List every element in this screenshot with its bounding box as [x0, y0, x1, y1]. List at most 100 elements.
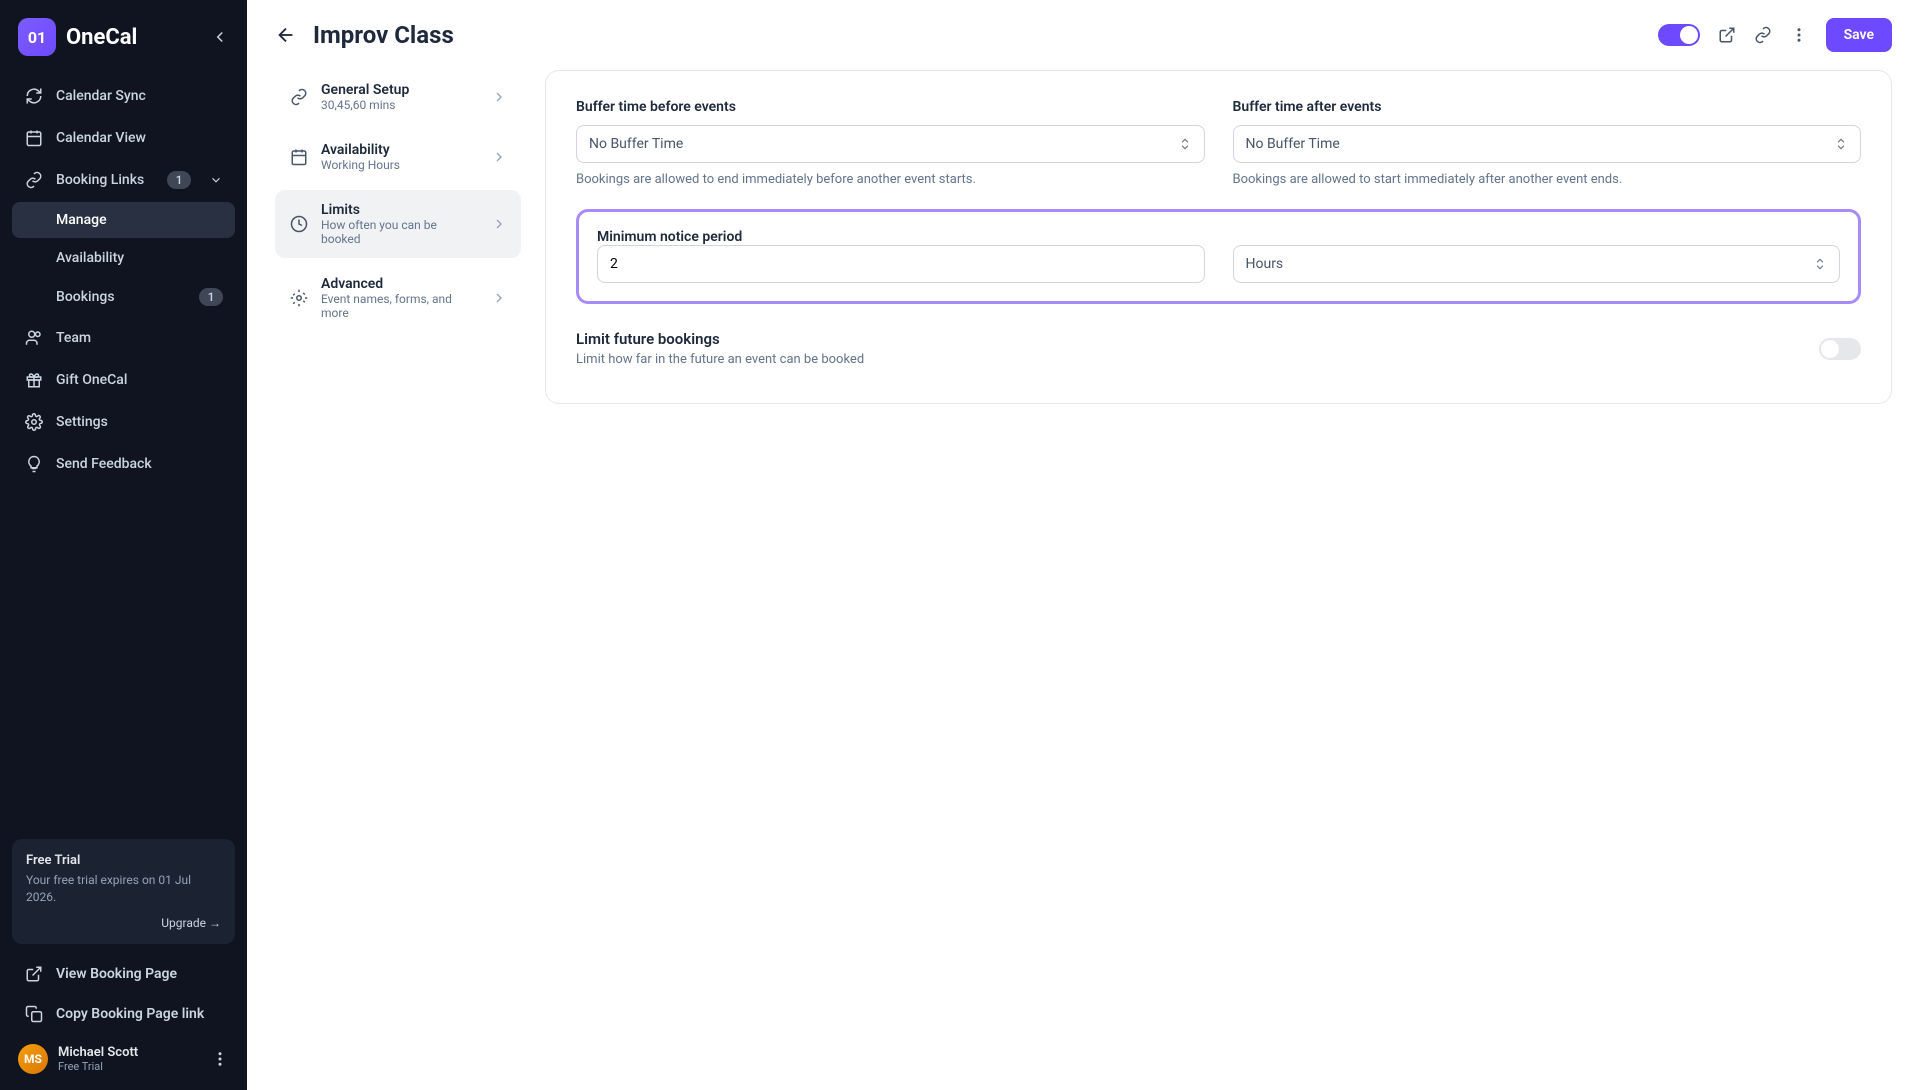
copy-link-button[interactable] [1754, 26, 1772, 44]
trial-body: Your free trial expires on 01 Jul 2026. [26, 872, 221, 906]
nav-label: Calendar Sync [56, 88, 146, 104]
tab-title: Limits [321, 202, 479, 218]
field-label: Minimum notice period [597, 229, 742, 245]
bottom-links: View Booking Page Copy Booking Page link [12, 954, 235, 1034]
sidebar-item-team[interactable]: Team [12, 318, 235, 358]
logo-badge: 01 [18, 18, 56, 56]
chevron-right-icon [491, 290, 507, 306]
content: General Setup30,45,60 mins AvailabilityW… [247, 70, 1920, 432]
nav-label: Bookings [56, 289, 115, 305]
sidebar-item-gift[interactable]: Gift OneCal [12, 360, 235, 400]
trial-title: Free Trial [26, 853, 221, 868]
select-value: No Buffer Time [1246, 136, 1340, 152]
sidebar-item-settings[interactable]: Settings [12, 402, 235, 442]
copy-icon [24, 1004, 44, 1024]
avatar[interactable]: MS [18, 1044, 48, 1074]
limit-future-row: Limit future bookings Limit how far in t… [576, 330, 1861, 367]
notice-unit-select[interactable]: Hours [1233, 245, 1841, 283]
calendar-icon [289, 147, 309, 167]
select-value: Hours [1246, 256, 1284, 272]
nav-label: Settings [56, 414, 108, 430]
limit-future-toggle[interactable] [1819, 338, 1861, 360]
main: Improv Class Save General Setup30,45,60 … [247, 0, 1920, 1090]
nav-label: Gift OneCal [56, 372, 127, 388]
nav-label: Booking Links [56, 172, 144, 188]
more-menu-button[interactable] [1790, 26, 1808, 44]
select-value: No Buffer Time [589, 136, 683, 152]
logo[interactable]: 01 OneCal [18, 18, 137, 56]
tab-subtitle: Working Hours [321, 158, 479, 172]
field-label: Buffer time after events [1233, 99, 1862, 115]
save-button[interactable]: Save [1826, 18, 1892, 52]
buffer-after-select[interactable]: No Buffer Time [1233, 125, 1862, 163]
tab-subtitle: How often you can be booked [321, 218, 479, 246]
nav-label: Manage [56, 212, 107, 228]
tab-title: Advanced [321, 276, 479, 292]
sidebar-item-booking-links[interactable]: Booking Links 1 [12, 160, 235, 200]
tab-limits[interactable]: LimitsHow often you can be booked [275, 190, 521, 258]
settings-tabs: General Setup30,45,60 mins AvailabilityW… [275, 70, 521, 404]
page-title: Improv Class [313, 21, 454, 49]
user-menu-button[interactable] [211, 1050, 229, 1068]
logo-row: 01 OneCal [12, 18, 235, 56]
team-icon [24, 328, 44, 348]
chevron-right-icon [491, 89, 507, 105]
user-meta: Michael Scott Free Trial [58, 1045, 138, 1073]
user-name: Michael Scott [58, 1045, 138, 1060]
nav-label: View Booking Page [56, 966, 177, 982]
gear-icon [289, 288, 309, 308]
sidebar-item-calendar-view[interactable]: Calendar View [12, 118, 235, 158]
topbar: Improv Class Save [247, 0, 1920, 70]
chevron-left-icon [211, 28, 229, 46]
external-link-icon [24, 964, 44, 984]
sidebar-item-availability[interactable]: Availability [12, 240, 235, 276]
clock-icon [289, 214, 309, 234]
chevron-right-icon [491, 216, 507, 232]
limits-panel: Buffer time before events No Buffer Time… [545, 70, 1892, 404]
select-chevron-icon [1834, 137, 1848, 151]
open-external-button[interactable] [1718, 26, 1736, 44]
lightbulb-icon [24, 454, 44, 474]
badge-count: 1 [167, 171, 191, 189]
sidebar-item-calendar-sync[interactable]: Calendar Sync [12, 76, 235, 116]
tab-availability[interactable]: AvailabilityWorking Hours [275, 130, 521, 184]
nav-label: Team [56, 330, 91, 346]
view-booking-page-link[interactable]: View Booking Page [12, 954, 235, 994]
calendar-icon [24, 128, 44, 148]
tab-advanced[interactable]: AdvancedEvent names, forms, and more [275, 264, 521, 332]
copy-booking-page-link[interactable]: Copy Booking Page link [12, 994, 235, 1034]
select-chevron-icon [1813, 257, 1827, 271]
chevron-right-icon [491, 149, 507, 165]
logo-text: OneCal [66, 25, 137, 50]
tab-subtitle: 30,45,60 mins [321, 98, 479, 112]
sync-icon [24, 86, 44, 106]
nav-label: Send Feedback [56, 456, 152, 472]
sidebar: 01 OneCal Calendar Sync Calendar View Bo… [0, 0, 247, 1090]
trial-card: Free Trial Your free trial expires on 01… [12, 839, 235, 944]
tab-title: General Setup [321, 82, 479, 98]
tab-general-setup[interactable]: General Setup30,45,60 mins [275, 70, 521, 124]
sidebar-item-feedback[interactable]: Send Feedback [12, 444, 235, 484]
back-button[interactable] [275, 24, 297, 46]
arrow-left-icon [275, 24, 297, 46]
more-vertical-icon [211, 1050, 229, 1068]
nav-label: Availability [56, 250, 124, 266]
sidebar-item-manage[interactable]: Manage [12, 202, 235, 238]
notice-value-input[interactable] [597, 245, 1205, 283]
user-plan: Free Trial [58, 1060, 138, 1073]
buffer-before-select[interactable]: No Buffer Time [576, 125, 1205, 163]
link-icon [1754, 26, 1772, 44]
sidebar-collapse-button[interactable] [211, 28, 229, 46]
more-vertical-icon [1790, 26, 1808, 44]
upgrade-link[interactable]: Upgrade → [26, 916, 221, 930]
enabled-toggle[interactable] [1658, 24, 1700, 46]
external-link-icon [1718, 26, 1736, 44]
link-icon [289, 87, 309, 107]
buffer-row: Buffer time before events No Buffer Time… [576, 99, 1861, 189]
nav-label: Calendar View [56, 130, 146, 146]
sidebar-item-bookings[interactable]: Bookings 1 [12, 278, 235, 316]
gift-icon [24, 370, 44, 390]
topbar-right: Save [1658, 18, 1892, 52]
nav: Calendar Sync Calendar View Booking Link… [12, 76, 235, 831]
tab-subtitle: Event names, forms, and more [321, 292, 479, 320]
